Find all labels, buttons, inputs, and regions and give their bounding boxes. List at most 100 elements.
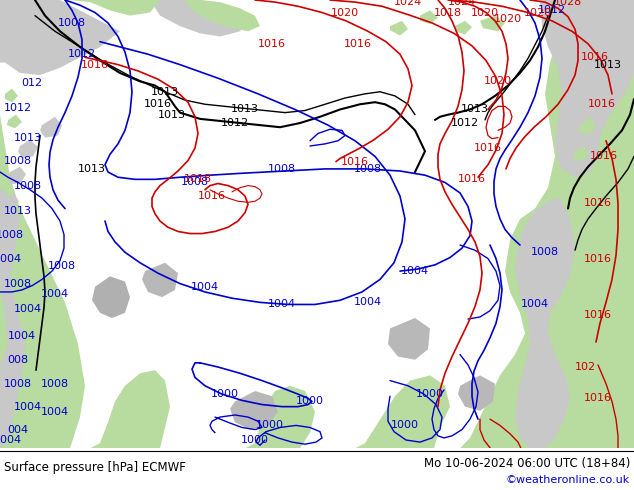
Text: 1016: 1016 <box>584 198 612 208</box>
Text: 1008: 1008 <box>531 247 559 257</box>
Polygon shape <box>540 0 634 177</box>
Text: 1013: 1013 <box>78 164 106 174</box>
Text: 1020: 1020 <box>524 7 552 18</box>
Text: 1008: 1008 <box>4 155 32 166</box>
Polygon shape <box>185 0 260 31</box>
Text: 1008: 1008 <box>14 181 42 191</box>
Text: 1004: 1004 <box>14 402 42 412</box>
Text: 1004: 1004 <box>521 299 549 310</box>
Text: 1016: 1016 <box>584 310 612 320</box>
Text: 1012: 1012 <box>451 118 479 128</box>
Polygon shape <box>0 0 120 75</box>
Text: 1012: 1012 <box>4 103 32 114</box>
Polygon shape <box>7 115 22 128</box>
Polygon shape <box>40 117 62 138</box>
Text: 1016: 1016 <box>584 254 612 264</box>
Text: 1016: 1016 <box>581 52 609 62</box>
Polygon shape <box>142 263 178 297</box>
Text: 1008: 1008 <box>354 164 382 174</box>
Text: 012: 012 <box>22 78 42 88</box>
Text: 1016: 1016 <box>584 393 612 403</box>
Text: 1008: 1008 <box>4 379 32 389</box>
Text: 1020: 1020 <box>484 76 512 86</box>
Text: 1020: 1020 <box>331 7 359 18</box>
Text: 1012: 1012 <box>68 49 96 59</box>
Polygon shape <box>2 194 19 211</box>
Polygon shape <box>5 89 18 102</box>
Text: 1016: 1016 <box>458 174 486 184</box>
Polygon shape <box>230 391 278 430</box>
Text: 1028: 1028 <box>554 0 582 7</box>
Text: 1012: 1012 <box>538 5 566 15</box>
Text: 1016: 1016 <box>474 143 502 153</box>
Polygon shape <box>420 10 438 24</box>
Text: 1004: 1004 <box>268 299 296 310</box>
Text: 1018: 1018 <box>434 7 462 18</box>
Polygon shape <box>7 167 26 185</box>
Polygon shape <box>18 140 38 158</box>
Text: 1004: 1004 <box>41 407 69 417</box>
Text: 1004: 1004 <box>401 266 429 276</box>
Text: 1016: 1016 <box>258 39 286 49</box>
Text: 1016: 1016 <box>81 60 109 70</box>
Text: 1000: 1000 <box>391 420 419 430</box>
Text: 004: 004 <box>8 424 29 435</box>
Text: 1008: 1008 <box>58 18 86 28</box>
Text: 1013: 1013 <box>158 110 186 120</box>
Text: 1008: 1008 <box>0 230 24 240</box>
Text: 1016: 1016 <box>144 99 172 109</box>
Polygon shape <box>92 276 130 318</box>
Text: 1013: 1013 <box>4 206 32 216</box>
Text: 1020: 1020 <box>494 14 522 24</box>
Text: 1004: 1004 <box>0 254 22 264</box>
Polygon shape <box>390 21 408 35</box>
Text: 102: 102 <box>574 362 595 372</box>
Text: 1018: 1018 <box>184 174 212 184</box>
Text: Mo 10-06-2024 06:00 UTC (18+84): Mo 10-06-2024 06:00 UTC (18+84) <box>424 457 630 470</box>
Polygon shape <box>388 318 430 360</box>
Text: 1016: 1016 <box>588 99 616 109</box>
Text: 1000: 1000 <box>241 435 269 445</box>
Polygon shape <box>0 0 634 448</box>
Text: 1004: 1004 <box>0 435 22 445</box>
Text: 1000: 1000 <box>296 396 324 406</box>
Text: 1016: 1016 <box>198 191 226 201</box>
Text: 1024: 1024 <box>394 0 422 7</box>
Text: 1013: 1013 <box>14 133 42 143</box>
Polygon shape <box>578 117 596 136</box>
Polygon shape <box>455 21 472 34</box>
Text: 1004: 1004 <box>8 331 36 341</box>
Text: 1013: 1013 <box>461 104 489 115</box>
Polygon shape <box>150 0 250 36</box>
Text: 1016: 1016 <box>344 39 372 49</box>
Polygon shape <box>573 146 589 162</box>
Text: 1016: 1016 <box>341 157 369 167</box>
Text: 1013: 1013 <box>231 104 259 115</box>
Text: 1004: 1004 <box>191 282 219 292</box>
Text: 1008: 1008 <box>4 279 32 289</box>
Text: 1004: 1004 <box>41 289 69 299</box>
Text: 1013: 1013 <box>594 60 622 70</box>
Polygon shape <box>70 0 160 16</box>
Text: 1008: 1008 <box>48 261 76 271</box>
Text: 1020: 1020 <box>471 7 499 18</box>
Text: 1012: 1012 <box>221 118 249 128</box>
Text: 1000: 1000 <box>416 389 444 399</box>
Text: 1000: 1000 <box>211 389 239 399</box>
Polygon shape <box>515 198 575 448</box>
Text: 1008: 1008 <box>268 164 296 174</box>
Text: ©weatheronline.co.uk: ©weatheronline.co.uk <box>506 475 630 485</box>
Text: 1013: 1013 <box>151 87 179 97</box>
Text: 008: 008 <box>8 355 29 365</box>
Text: 1008: 1008 <box>41 379 69 389</box>
Text: 1000: 1000 <box>256 420 284 430</box>
Text: 1016: 1016 <box>590 151 618 161</box>
Text: 1004: 1004 <box>14 304 42 314</box>
Polygon shape <box>458 375 495 411</box>
Text: Surface pressure [hPa] ECMWF: Surface pressure [hPa] ECMWF <box>4 461 186 474</box>
Text: 1024: 1024 <box>448 0 476 7</box>
Polygon shape <box>480 16 505 31</box>
Text: 1004: 1004 <box>354 297 382 307</box>
Text: 1008: 1008 <box>181 177 209 188</box>
Polygon shape <box>0 188 25 448</box>
